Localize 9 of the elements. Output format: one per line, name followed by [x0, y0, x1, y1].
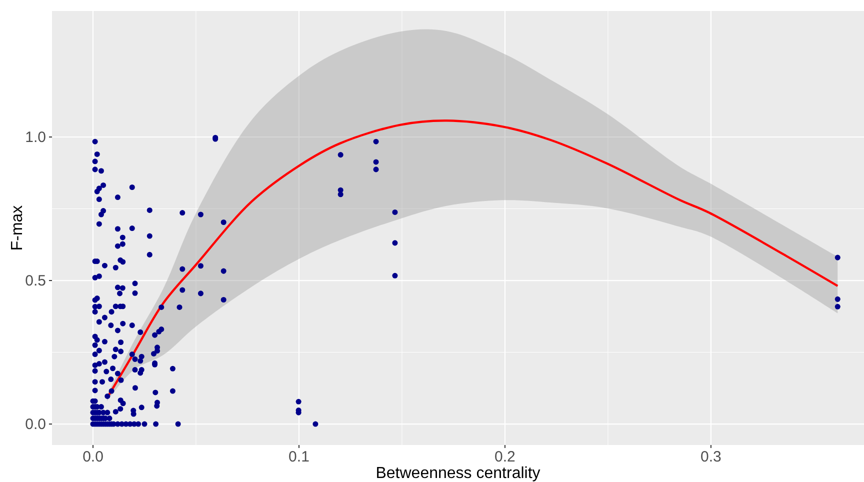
y-tick-label: 1.0: [25, 128, 46, 146]
y-tick-label: 0.0: [25, 416, 46, 433]
y-axis-title: F-max: [9, 205, 26, 251]
x-tick-label: 0.0: [82, 448, 104, 466]
x-axis-title: Betweenness centrality: [376, 465, 540, 482]
x-tick-label: 0.2: [494, 448, 516, 466]
x-tick-label: 0.1: [288, 448, 310, 466]
x-tick-label: 0.3: [700, 448, 722, 466]
y-tick-label: 0.5: [25, 272, 46, 290]
